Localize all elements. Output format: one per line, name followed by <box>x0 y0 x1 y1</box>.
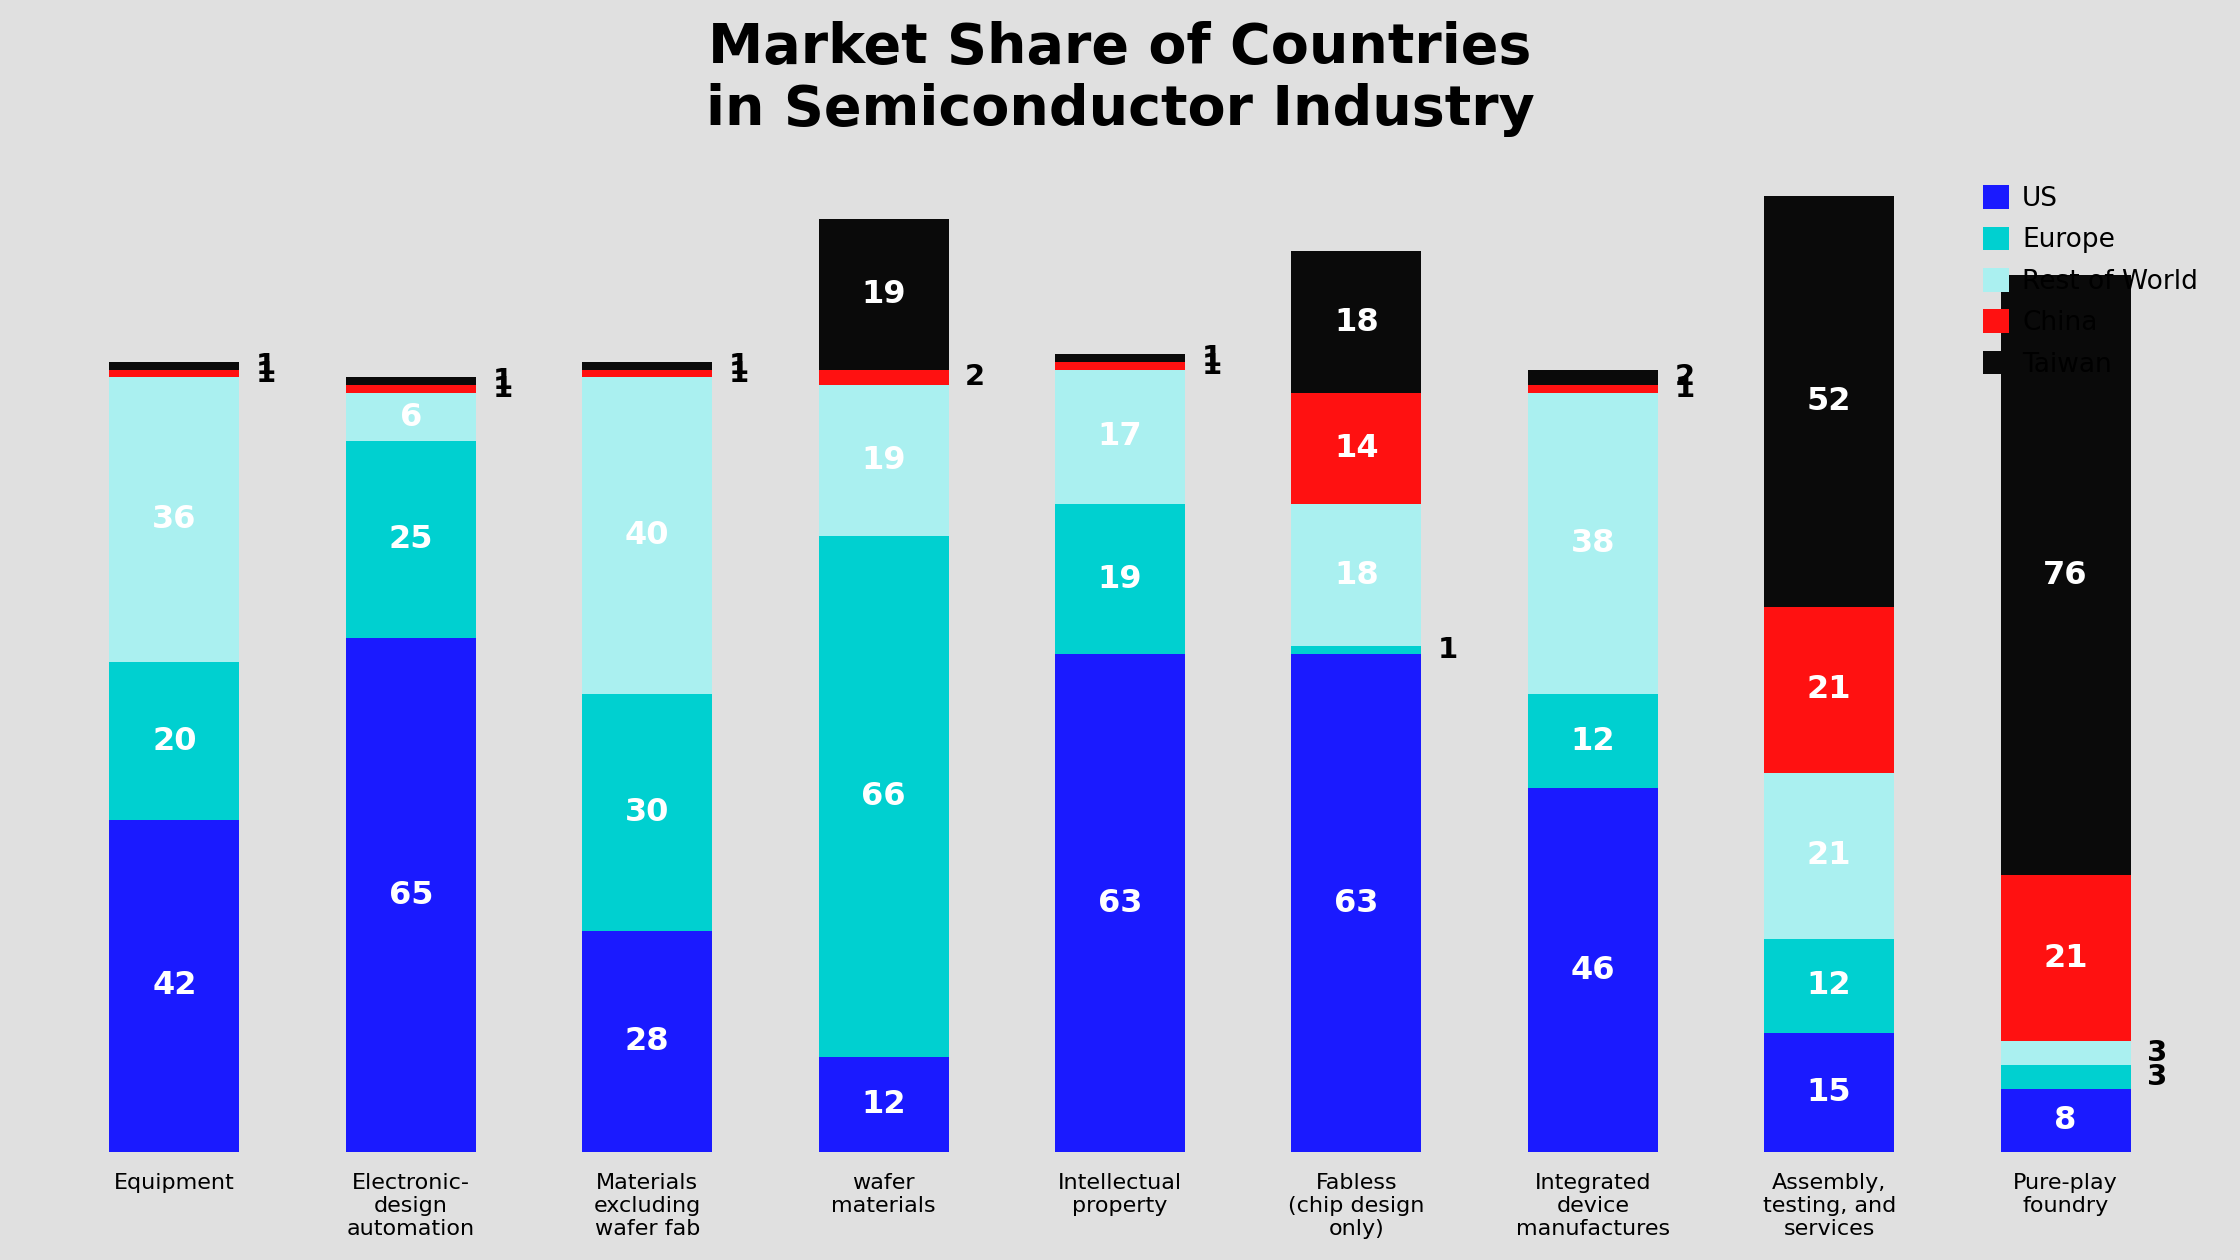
Text: 1: 1 <box>1201 344 1221 372</box>
Bar <box>2000 876 2130 1041</box>
Bar <box>345 639 475 1152</box>
Text: 21: 21 <box>2043 942 2088 974</box>
Text: 12: 12 <box>1808 970 1852 1002</box>
Legend: US, Europe, Rest of World, China, Taiwan: US, Europe, Rest of World, China, Taiwan <box>1976 178 2206 386</box>
Text: 1: 1 <box>1438 636 1458 664</box>
Text: 17: 17 <box>1098 421 1142 452</box>
Bar <box>110 820 240 1152</box>
Bar <box>818 536 948 1057</box>
Bar <box>2000 1065 2130 1089</box>
Bar <box>1528 386 1658 393</box>
Text: 14: 14 <box>1335 433 1378 464</box>
Bar <box>582 378 712 693</box>
Bar <box>345 378 475 386</box>
Bar <box>1765 772 1895 939</box>
Bar <box>345 441 475 639</box>
Bar <box>1528 369 1658 386</box>
Bar <box>1765 195 1895 606</box>
Bar <box>110 362 240 369</box>
Text: 1: 1 <box>493 368 513 396</box>
Bar <box>818 369 948 386</box>
Bar <box>582 931 712 1152</box>
Text: 20: 20 <box>152 726 197 756</box>
Bar <box>1055 369 1185 504</box>
Bar <box>1765 1033 1895 1152</box>
Text: 19: 19 <box>862 278 905 310</box>
Bar <box>818 386 948 536</box>
Text: 19: 19 <box>862 445 905 476</box>
Bar <box>582 369 712 378</box>
Text: 1: 1 <box>493 375 513 403</box>
Text: 2: 2 <box>1673 363 1693 392</box>
Text: 8: 8 <box>2054 1105 2076 1135</box>
Bar <box>110 369 240 378</box>
Text: 42: 42 <box>152 970 197 1002</box>
Bar <box>1765 606 1895 772</box>
Bar <box>582 362 712 369</box>
Text: 40: 40 <box>625 520 670 551</box>
Text: 21: 21 <box>1808 674 1852 706</box>
Text: 25: 25 <box>388 524 432 554</box>
Bar <box>2000 275 2130 876</box>
Text: 63: 63 <box>1335 887 1378 919</box>
Text: 18: 18 <box>1335 559 1380 591</box>
Text: 1: 1 <box>255 359 276 388</box>
Text: 36: 36 <box>152 504 197 536</box>
Bar <box>110 662 240 820</box>
Bar <box>1292 654 1422 1152</box>
Text: 1: 1 <box>1673 375 1696 403</box>
Bar <box>345 393 475 441</box>
Text: 38: 38 <box>1570 528 1615 559</box>
Bar <box>110 378 240 662</box>
Text: 6: 6 <box>399 402 421 432</box>
Text: 21: 21 <box>1808 840 1852 871</box>
Bar <box>1055 354 1185 362</box>
Bar <box>345 386 475 393</box>
Bar <box>1528 789 1658 1152</box>
Bar <box>1292 646 1422 654</box>
Text: 19: 19 <box>1098 563 1142 595</box>
Bar <box>1292 504 1422 646</box>
Text: 1: 1 <box>255 352 276 379</box>
Bar <box>1055 654 1185 1152</box>
Title: Market Share of Countries
in Semiconductor Industry: Market Share of Countries in Semiconduct… <box>706 21 1534 137</box>
Text: 46: 46 <box>1570 955 1615 985</box>
Bar <box>1528 693 1658 789</box>
Bar <box>1765 939 1895 1033</box>
Text: 15: 15 <box>1808 1077 1852 1108</box>
Bar <box>818 219 948 369</box>
Text: 12: 12 <box>1570 726 1615 756</box>
Text: 65: 65 <box>388 879 432 911</box>
Text: 30: 30 <box>625 796 670 828</box>
Text: 63: 63 <box>1098 887 1142 919</box>
Text: 1: 1 <box>728 359 748 388</box>
Text: 28: 28 <box>625 1026 670 1057</box>
Text: 2: 2 <box>965 363 986 392</box>
Text: 12: 12 <box>862 1089 905 1120</box>
Bar <box>2000 1041 2130 1065</box>
Bar <box>1292 251 1422 393</box>
Bar <box>2000 1089 2130 1152</box>
Text: 76: 76 <box>2043 559 2088 591</box>
Bar <box>1292 393 1422 504</box>
Bar <box>1528 393 1658 693</box>
Bar <box>582 693 712 931</box>
Text: 18: 18 <box>1335 306 1380 338</box>
Text: 52: 52 <box>1808 386 1852 417</box>
Text: 3: 3 <box>2148 1040 2168 1067</box>
Text: 3: 3 <box>2148 1063 2168 1091</box>
Bar <box>1055 504 1185 654</box>
Bar <box>1055 362 1185 369</box>
Text: 66: 66 <box>862 781 905 811</box>
Text: 1: 1 <box>1201 352 1221 379</box>
Text: 1: 1 <box>728 352 748 379</box>
Bar <box>818 1057 948 1152</box>
